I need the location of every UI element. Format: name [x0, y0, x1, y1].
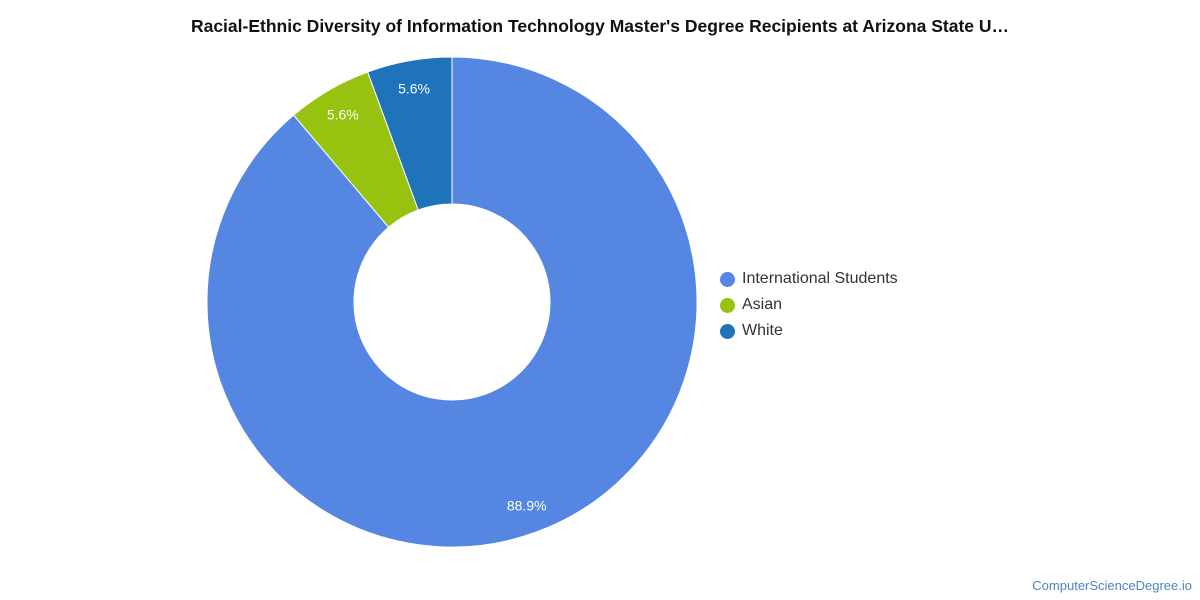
- legend-item-white[interactable]: White: [720, 318, 898, 344]
- legend-label: White: [742, 322, 783, 339]
- legend-item-asian[interactable]: Asian: [720, 292, 898, 318]
- data-label-white: 5.6%: [398, 80, 430, 96]
- legend-label: Asian: [742, 296, 783, 313]
- data-label-international-students: 88.9%: [507, 498, 547, 514]
- source-watermark[interactable]: ComputerScienceDegree.io: [1032, 578, 1192, 593]
- legend-swatch-international-students: [720, 271, 735, 287]
- legend-swatch-white: [720, 323, 735, 339]
- legend-swatch-asian: [720, 297, 735, 313]
- chart-title: Racial-Ethnic Diversity of Information T…: [190, 16, 1010, 36]
- legend: International Students Asian White: [720, 266, 898, 344]
- data-label-asian: 5.6%: [327, 106, 359, 122]
- slice-international-students[interactable]: [206, 56, 698, 548]
- legend-item-international-students[interactable]: International Students: [720, 266, 898, 292]
- legend-label: International Students: [742, 270, 898, 287]
- slice-white[interactable]: [367, 56, 453, 211]
